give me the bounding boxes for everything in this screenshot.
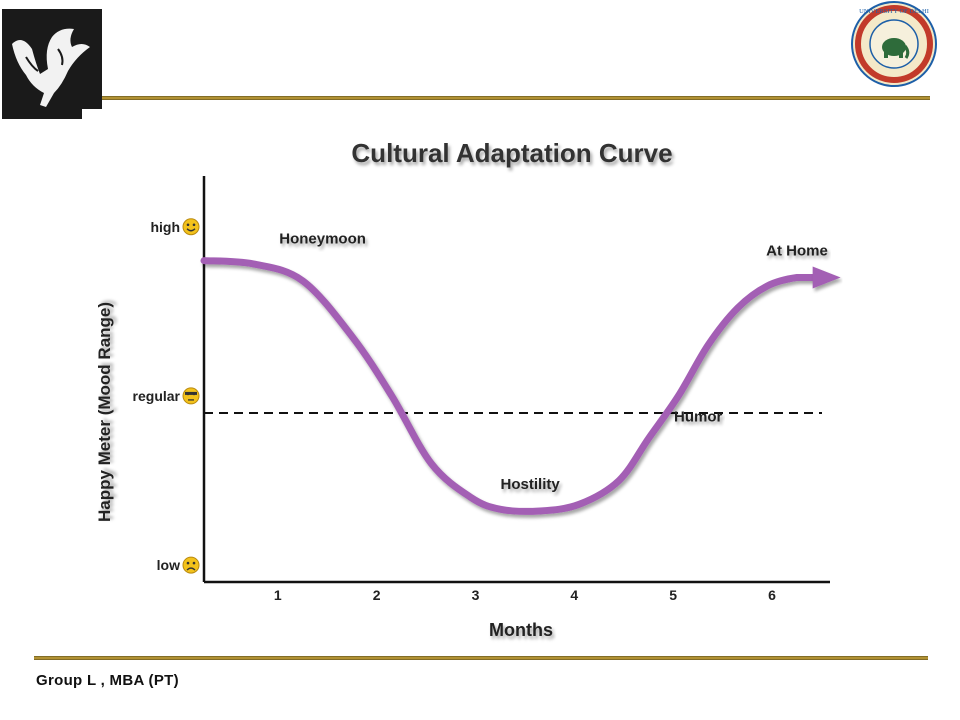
annotation-label: Honeymoon xyxy=(279,231,366,248)
annotation-label: Hostility xyxy=(501,476,561,493)
x-tick-label: 5 xyxy=(669,587,677,603)
annotation-label: At Home xyxy=(766,243,828,260)
university-seal: UNIVERSITY OF DELHI xyxy=(848,0,940,88)
y-level-label: regular xyxy=(133,388,181,404)
header-rule xyxy=(102,96,930,100)
x-tick-label: 3 xyxy=(472,587,480,603)
x-tick-label: 1 xyxy=(274,587,282,603)
university-of-delhi-seal-icon: UNIVERSITY OF DELHI xyxy=(851,1,937,87)
chart-title: Cultural Adaptation Curve xyxy=(351,138,672,168)
smiley-happy-icon xyxy=(182,218,200,236)
y-level-label: low xyxy=(157,557,180,573)
seal-text: UNIVERSITY OF DELHI xyxy=(859,8,929,15)
footer-rule xyxy=(34,656,928,660)
x-axis-label: Months xyxy=(489,620,553,640)
mood-curve-line xyxy=(200,257,823,515)
annotation-label: Humor xyxy=(674,408,722,425)
eagle-logo xyxy=(2,9,102,119)
smiley-cool-icon xyxy=(182,387,200,405)
x-tick-label: 2 xyxy=(373,587,381,603)
eagle-emblem-icon xyxy=(2,9,102,119)
y-level-label: high xyxy=(150,219,180,235)
y-axis-label: Happy Meter (Mood Range) xyxy=(95,302,114,522)
x-tick-label: 6 xyxy=(768,587,776,603)
smiley-sad-icon xyxy=(182,556,200,574)
curve-arrowhead xyxy=(812,266,841,289)
footer-text: Group L , MBA (PT) xyxy=(36,672,179,689)
x-tick-label: 4 xyxy=(570,587,578,603)
